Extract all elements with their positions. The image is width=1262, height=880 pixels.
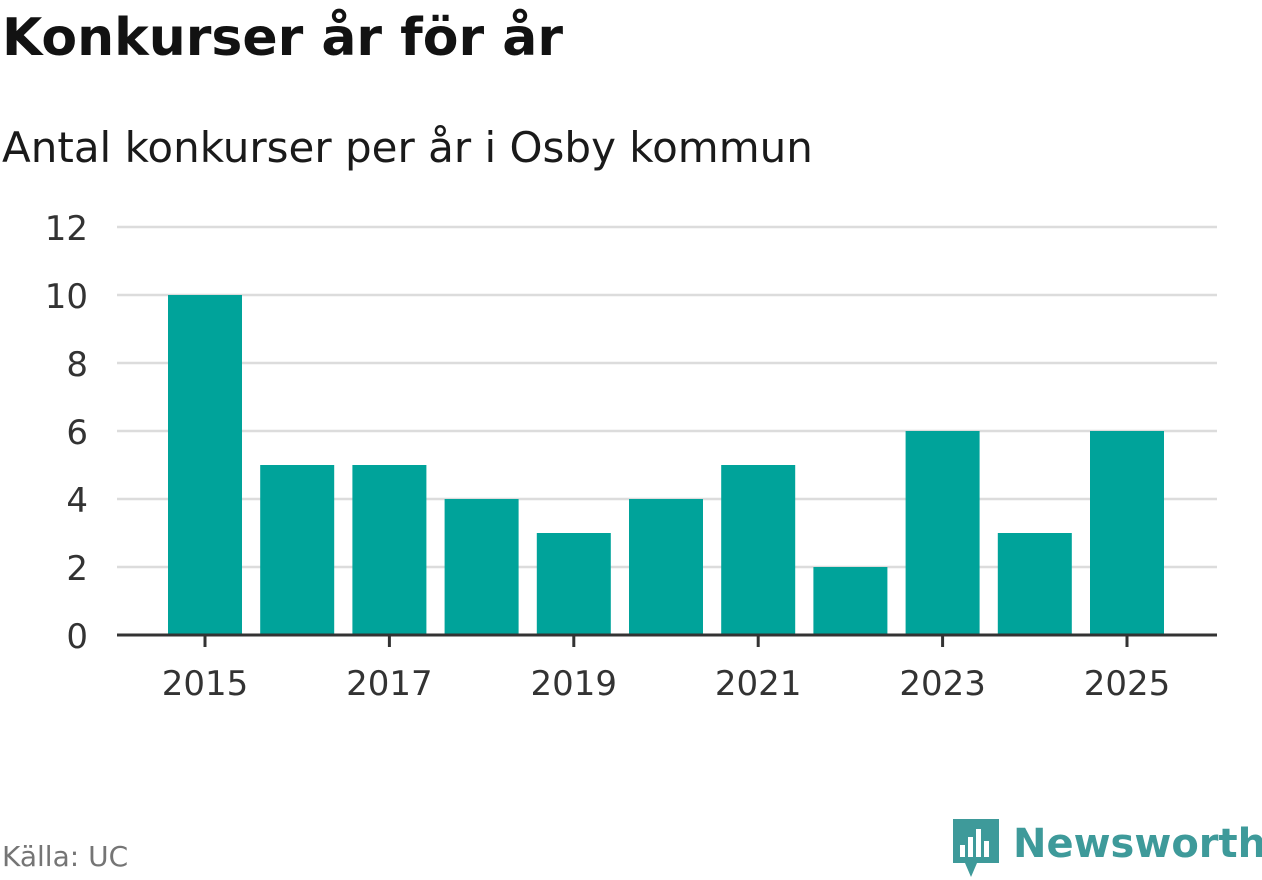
x-tick-label: 2019	[531, 664, 618, 704]
bar-2015	[168, 295, 242, 635]
bar-2025	[1090, 431, 1164, 635]
bar-2020	[629, 499, 703, 635]
brand-name: Newsworthy	[1013, 821, 1262, 867]
x-tick-label: 2015	[162, 664, 249, 704]
y-tick-label: 6	[66, 413, 88, 453]
y-tick-label: 8	[66, 345, 88, 385]
y-axis-tick-labels: 0 2 4 6 8 10 12	[45, 209, 88, 657]
bar-2023	[905, 431, 980, 635]
x-tick-label: 2021	[715, 664, 802, 704]
y-tick-label: 10	[45, 277, 88, 317]
x-axis	[117, 633, 1217, 647]
bar-2021	[721, 465, 796, 635]
x-axis-tick-labels: 2015 2017 2019 2021 2023 2025	[162, 664, 1171, 704]
newsworthy-logo-icon	[953, 819, 999, 877]
bar-2022	[813, 567, 888, 635]
chart-title: Konkurser år för år	[2, 8, 564, 68]
brand-logo: Newsworthy	[951, 816, 1262, 880]
bar-2016	[260, 465, 335, 635]
bars	[168, 295, 1164, 635]
bar-2024	[997, 533, 1072, 635]
x-tick-label: 2025	[1084, 664, 1171, 704]
bar-2017	[352, 465, 427, 635]
y-tick-label: 12	[45, 209, 88, 249]
bar-2019	[536, 533, 611, 635]
y-tick-label: 4	[66, 481, 88, 521]
chart-subtitle: Antal konkurser per år i Osby kommun	[2, 123, 813, 172]
source-note: Källa: UC	[2, 840, 129, 873]
y-tick-label: 0	[66, 617, 88, 657]
x-tick-label: 2017	[346, 664, 433, 704]
x-tick-label: 2023	[899, 664, 986, 704]
y-tick-label: 2	[66, 549, 88, 589]
bar-2018	[444, 499, 519, 635]
